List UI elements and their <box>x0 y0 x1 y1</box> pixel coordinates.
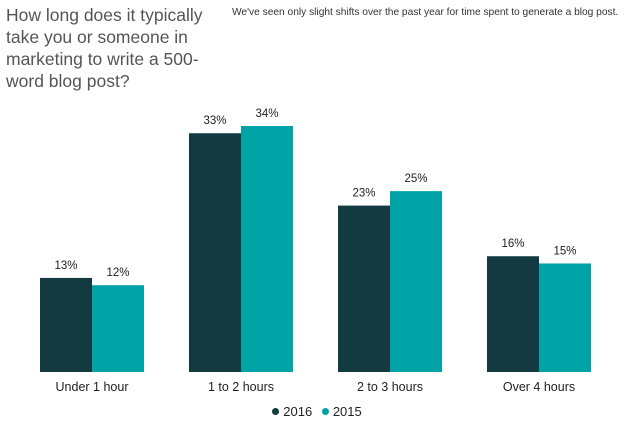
category-label-2-to-3-hours: 2 to 3 hours <box>357 380 423 394</box>
category-label-1-to-2-hours: 1 to 2 hours <box>208 380 274 394</box>
bar-1-to-2-hours-2015 <box>241 126 293 372</box>
bar-over-4-hours-2015 <box>539 263 591 372</box>
data-label-over-4-hours-2015: 15% <box>553 245 576 257</box>
bar-under-1-hour-2016 <box>40 277 92 372</box>
legend-item-2016: 2016 <box>272 404 312 419</box>
bar-under-1-hour-2015 <box>92 285 144 372</box>
legend-swatch-2015 <box>321 408 329 415</box>
bar-2-to-3-hours-2016 <box>338 205 390 372</box>
chart-legend: 2016 2015 <box>0 404 634 419</box>
chart-subtitle: We've seen only slight shifts over the p… <box>232 7 619 18</box>
bar-2-to-3-hours-2015 <box>390 191 442 372</box>
legend-label-2016: 2016 <box>283 404 313 419</box>
data-label-2-to-3-hours-2015: 25% <box>404 173 427 185</box>
data-label-over-4-hours-2016: 16% <box>501 238 524 250</box>
bar-chart: 13% 12% Under 1 hour 33% 34% 1 to 2 hours 23% 2… <box>40 108 591 394</box>
category-label-under-1-hour: Under 1 hour <box>56 380 129 394</box>
data-label-under-1-hour-2015: 12% <box>106 267 129 279</box>
bar-1-to-2-hours-2016 <box>189 133 241 372</box>
data-label-2-to-3-hours-2016: 23% <box>352 188 375 200</box>
data-label-under-1-hour-2016: 13% <box>54 260 77 272</box>
bar-over-4-hours-2016 <box>487 256 539 372</box>
legend-label-2015: 2015 <box>332 404 362 419</box>
category-label-over-4-hours: Over 4 hours <box>503 380 575 394</box>
legend-item-2015: 2015 <box>321 404 362 419</box>
data-label-1-to-2-hours-2016: 33% <box>203 115 226 127</box>
chart-question: How long does it typically take you or s… <box>6 5 203 91</box>
legend-swatch-2016 <box>272 408 280 415</box>
data-label-1-to-2-hours-2015: 34% <box>255 108 278 120</box>
